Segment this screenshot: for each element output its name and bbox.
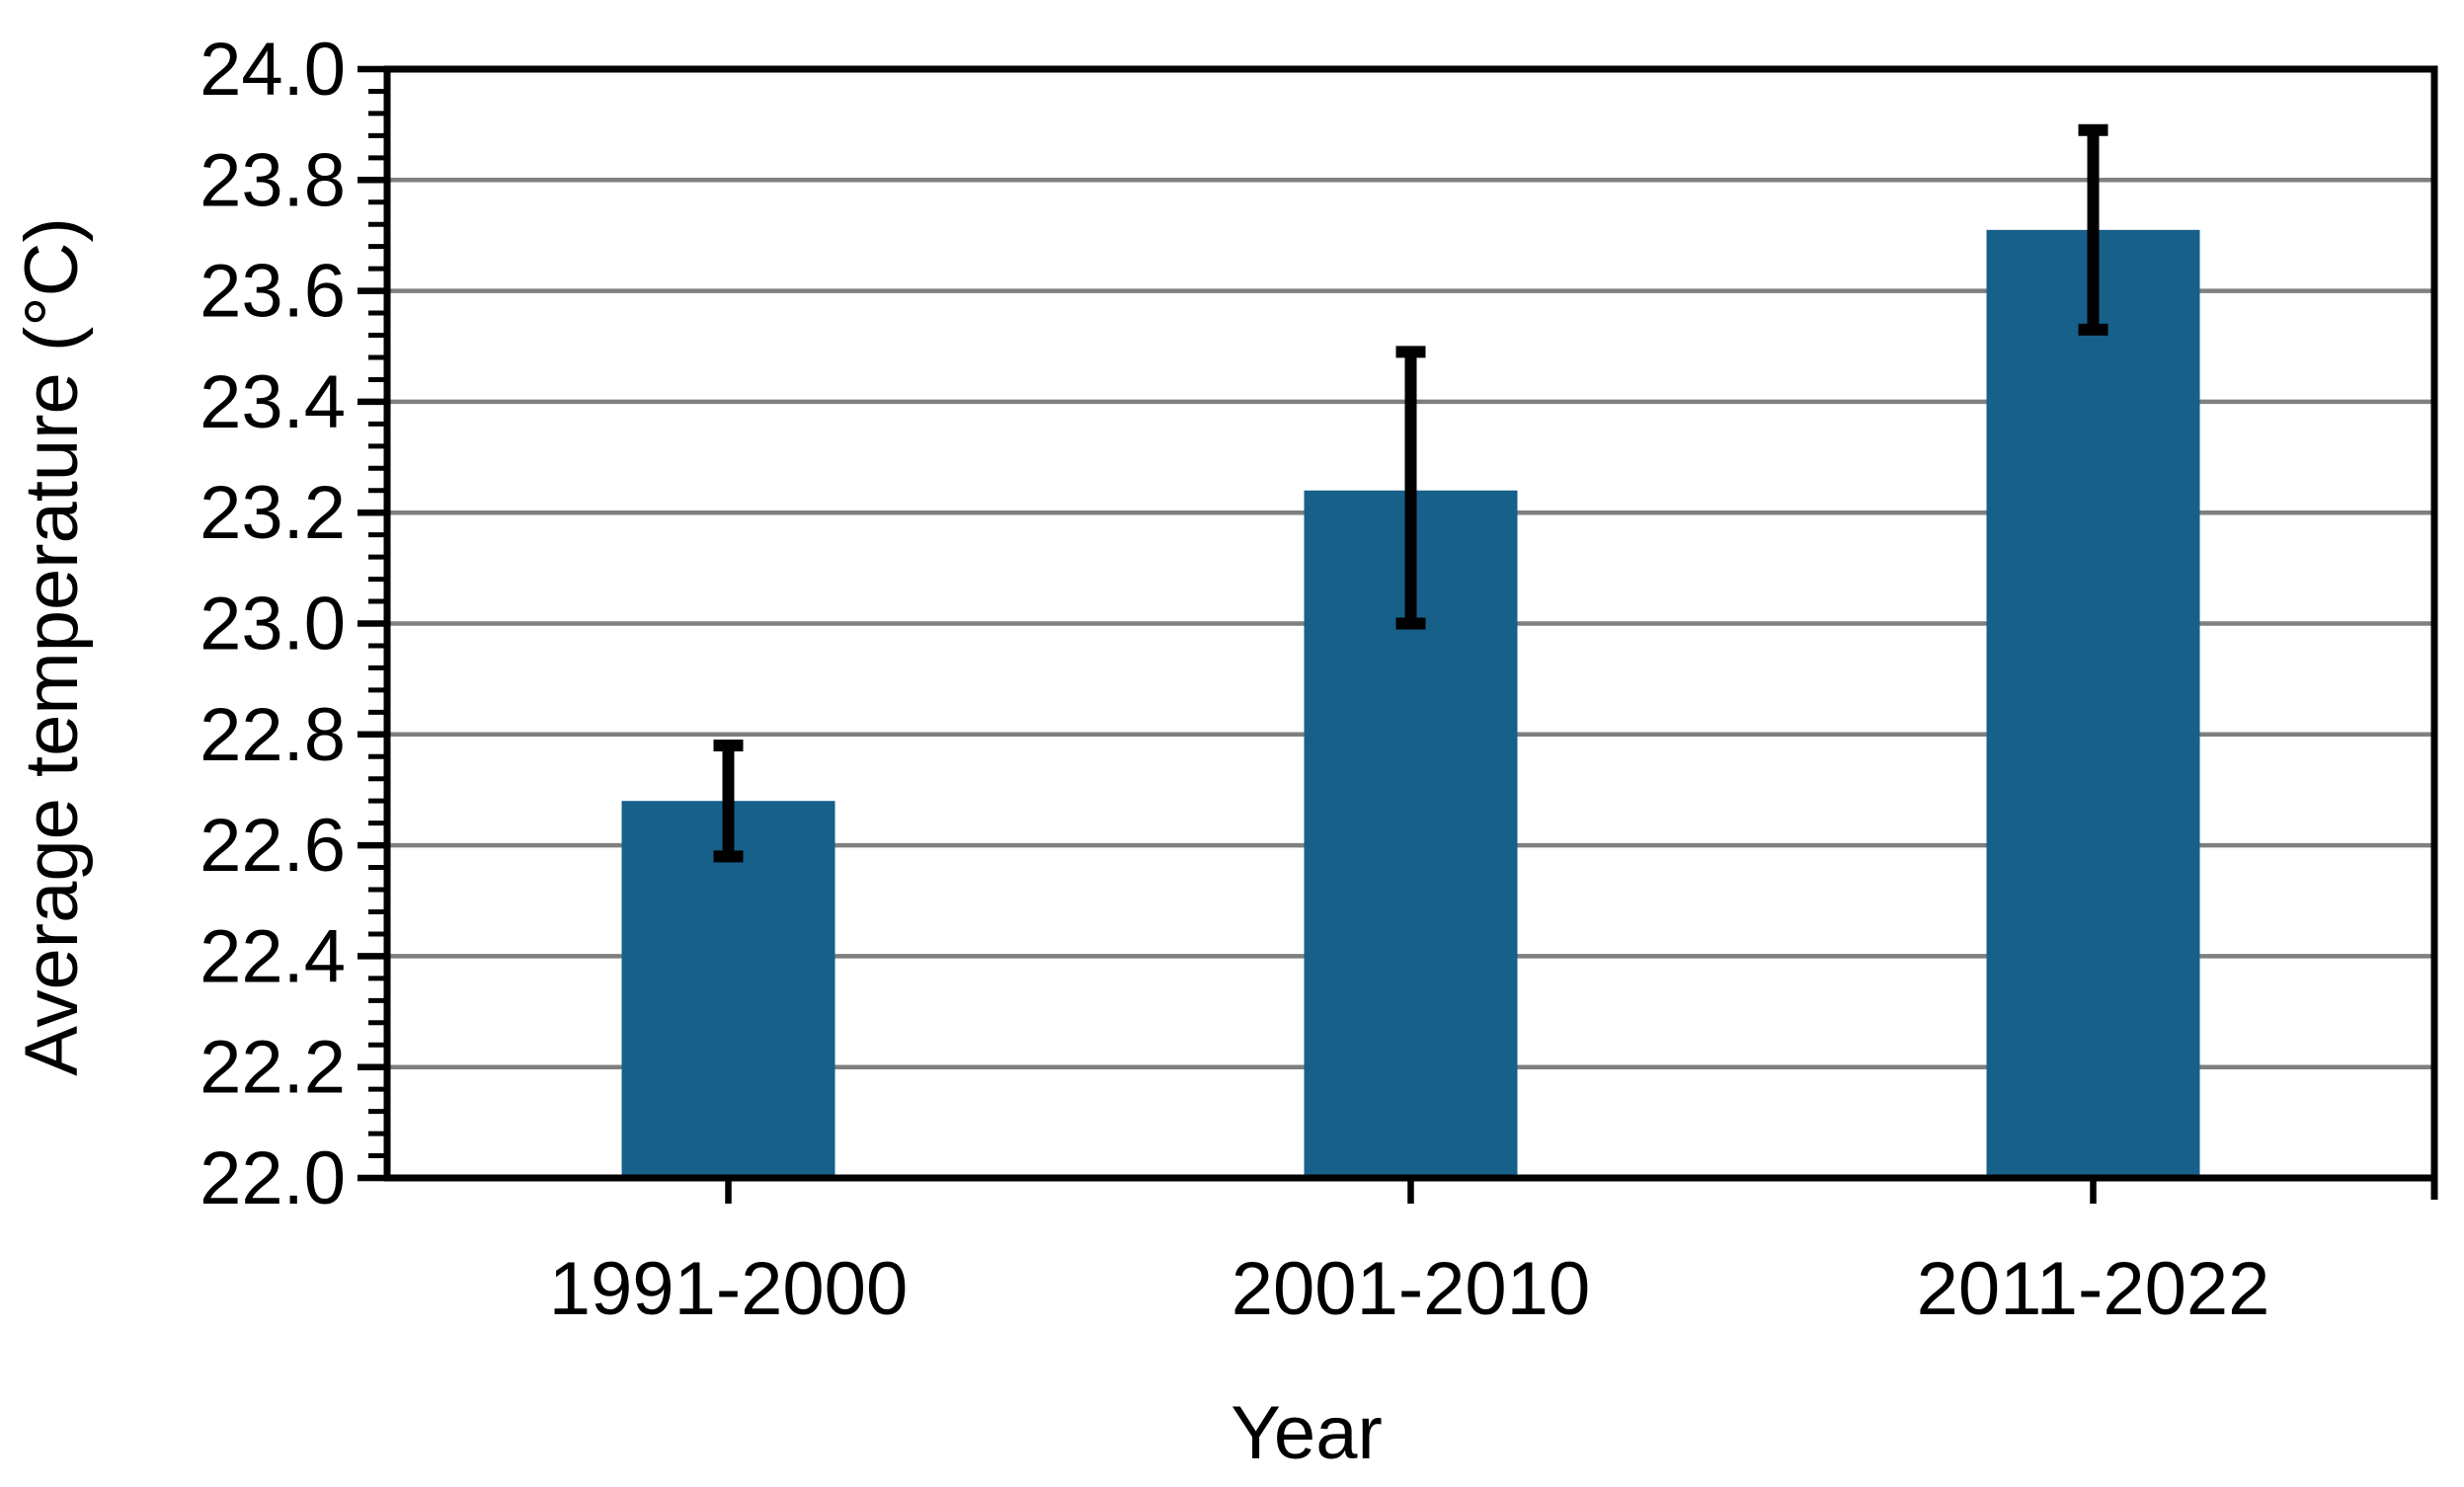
error-bars-layer <box>713 123 2108 863</box>
x-tick-label: 1991-2000 <box>549 1247 908 1331</box>
plot-border <box>383 65 2438 1182</box>
y-tick-label: 23.0 <box>199 583 346 666</box>
y-tick-label: 22.2 <box>199 1026 346 1110</box>
y-tick-label: 23.8 <box>199 138 346 222</box>
y-tick-label: 22.0 <box>199 1136 346 1220</box>
y-tick-label: 23.4 <box>199 360 346 444</box>
bar <box>621 801 835 1178</box>
x-tick-label: 2011-2022 <box>1917 1247 2270 1331</box>
x-axis-title: Year <box>1231 1391 1383 1475</box>
y-tick-label: 23.2 <box>199 471 346 555</box>
tick-labels-layer: 22.0 22.2 22.4 22.6 22.8 23.0 23.2 23.4 23.6 23.8… <box>199 28 2269 1331</box>
y-tick-label: 24.0 <box>199 28 346 112</box>
y-tick-label: 22.8 <box>199 693 346 777</box>
x-tick-label: 2001-2010 <box>1232 1247 1590 1331</box>
bar <box>1986 229 2200 1178</box>
y-tick-label: 22.4 <box>199 914 346 998</box>
y-tick-label: 22.6 <box>199 804 346 888</box>
y-tick-label: 23.6 <box>199 250 346 334</box>
axes-layer <box>358 65 2438 1204</box>
y-axis-title: Average temperature (°C) <box>10 217 94 1076</box>
